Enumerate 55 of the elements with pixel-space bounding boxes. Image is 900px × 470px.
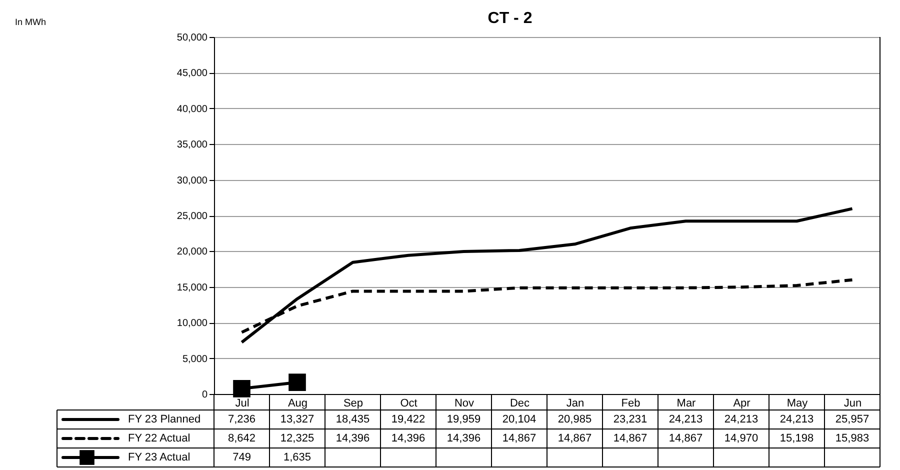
data-label: 19,959 bbox=[446, 414, 481, 426]
data-label: 20,985 bbox=[558, 414, 592, 426]
y-tick-label: 5,000 bbox=[182, 354, 208, 365]
x-tick-label: Feb bbox=[621, 398, 640, 410]
data-label: 18,435 bbox=[336, 414, 370, 426]
data-label: 14,396 bbox=[391, 432, 426, 444]
data-label: 24,213 bbox=[668, 414, 703, 426]
data-label: 12,325 bbox=[280, 432, 314, 444]
x-tick-label: Jan bbox=[566, 398, 584, 410]
x-tick-label: Dec bbox=[510, 398, 530, 410]
y-tick-label: 50,000 bbox=[176, 32, 208, 44]
data-label: 15,983 bbox=[835, 432, 870, 444]
legend-label: FY 23 Actual bbox=[128, 452, 190, 464]
x-tick-label: May bbox=[786, 398, 808, 410]
data-label: 14,867 bbox=[668, 432, 703, 444]
line-series bbox=[240, 207, 854, 344]
data-label: 14,396 bbox=[446, 432, 481, 444]
data-label: 7,236 bbox=[228, 414, 256, 426]
data-label: 14,396 bbox=[336, 432, 370, 444]
y-tick-label: 20,000 bbox=[176, 246, 208, 258]
x-tick-label: Apr bbox=[733, 398, 751, 410]
y-tick-label: 35,000 bbox=[176, 140, 208, 151]
x-tick-label: Oct bbox=[400, 398, 418, 410]
data-label: 14,867 bbox=[558, 432, 592, 444]
x-tick-label: Mar bbox=[676, 398, 696, 410]
data-label: 23,231 bbox=[613, 414, 648, 426]
text: In MWh bbox=[15, 17, 46, 27]
data-label: 19,422 bbox=[391, 414, 426, 426]
data-label: 24,213 bbox=[724, 414, 758, 426]
data-label: 25,957 bbox=[835, 414, 870, 426]
data-label: 15,198 bbox=[780, 432, 814, 444]
data-label: 20,104 bbox=[502, 414, 536, 426]
data-label: 14,970 bbox=[724, 432, 758, 444]
data-label: 1,635 bbox=[283, 452, 312, 464]
chart-title: CT - 2 bbox=[488, 10, 532, 27]
data-label: 24,213 bbox=[780, 414, 814, 426]
y-tick-label: 25,000 bbox=[176, 211, 208, 222]
x-tick-label: Sep bbox=[343, 398, 364, 410]
y-tick-label: 40,000 bbox=[176, 104, 208, 115]
x-tick-label: Nov bbox=[454, 398, 475, 410]
x-tick-label: Jul bbox=[235, 398, 250, 410]
legend-label: FY 22 Actual bbox=[128, 432, 190, 444]
data-label: 14,867 bbox=[613, 432, 648, 444]
x-tick-label: Jun bbox=[844, 398, 862, 410]
y-tick-label: 30,000 bbox=[176, 175, 208, 186]
data-label: 13,327 bbox=[280, 414, 314, 426]
y-tick-label: 10,000 bbox=[176, 318, 208, 330]
data-label: 8,642 bbox=[228, 432, 256, 444]
x-tick-label: Aug bbox=[288, 398, 308, 410]
legend-label: FY 23 Planned bbox=[128, 414, 201, 426]
y-tick-label: 45,000 bbox=[176, 68, 208, 80]
y-tick-label: 0 bbox=[202, 390, 208, 400]
y-tick-label: 15,000 bbox=[176, 282, 208, 294]
data-label: 14,867 bbox=[502, 432, 536, 444]
data-label: 749 bbox=[232, 452, 251, 464]
